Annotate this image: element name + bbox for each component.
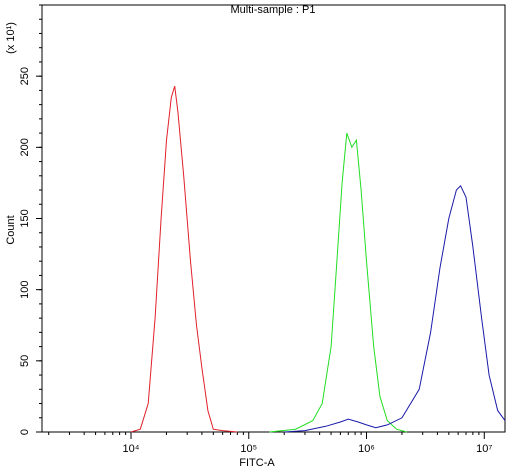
y-tick-label: 100 [19, 280, 31, 298]
y-tick-label: 150 [19, 209, 31, 227]
plot-frame [41, 4, 506, 433]
x-tick-label: 10⁷ [476, 443, 492, 455]
histogram-line [130, 85, 238, 433]
y-tick-label: 200 [19, 138, 31, 156]
x-tick-label: 10⁵ [240, 443, 257, 455]
y-tick-label: 0 [19, 429, 31, 435]
x-axis-label: FITC-A [239, 457, 275, 469]
histogram-line [269, 132, 407, 433]
x-tick-label: 10⁴ [123, 443, 140, 455]
chart-title: Multi-sample : P1 [231, 4, 316, 16]
x-tick-label: 10⁶ [358, 443, 375, 455]
y-axis-label: Count [5, 215, 17, 244]
histogram-line [284, 184, 506, 433]
y-multiplier: (x 10¹) [5, 22, 17, 54]
y-tick-label: 50 [19, 355, 31, 367]
y-tick-label: 250 [19, 67, 31, 85]
